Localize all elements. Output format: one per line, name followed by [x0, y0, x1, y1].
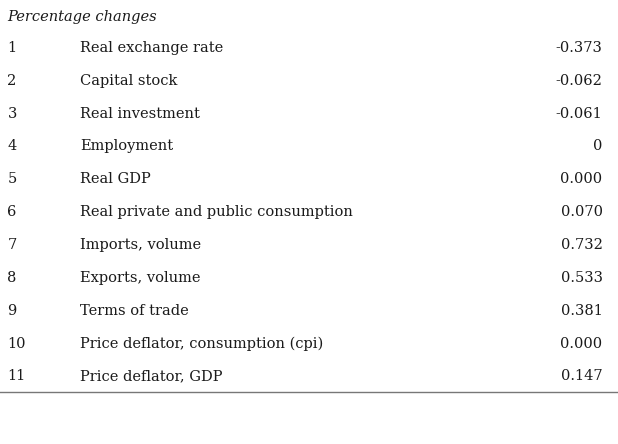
Text: -0.062: -0.062: [556, 74, 603, 88]
Text: 5: 5: [7, 172, 17, 186]
Text: 0.533: 0.533: [561, 271, 603, 285]
Text: 2: 2: [7, 74, 17, 88]
Text: 3: 3: [7, 107, 17, 121]
Text: Percentage changes: Percentage changes: [7, 10, 157, 24]
Text: Employment: Employment: [80, 139, 174, 154]
Text: 9: 9: [7, 304, 17, 318]
Text: Real GDP: Real GDP: [80, 172, 151, 186]
Text: 8: 8: [7, 271, 17, 285]
Text: 0: 0: [593, 139, 603, 154]
Text: 0.147: 0.147: [561, 369, 603, 384]
Text: 0.732: 0.732: [561, 238, 603, 252]
Text: 1: 1: [7, 41, 17, 55]
Text: 0.070: 0.070: [561, 205, 603, 219]
Text: Real private and public consumption: Real private and public consumption: [80, 205, 353, 219]
Text: 0.000: 0.000: [561, 172, 603, 186]
Text: 11: 11: [7, 369, 26, 384]
Text: -0.061: -0.061: [556, 107, 603, 121]
Text: 6: 6: [7, 205, 17, 219]
Text: Terms of trade: Terms of trade: [80, 304, 189, 318]
Text: Imports, volume: Imports, volume: [80, 238, 201, 252]
Text: Price deflator, consumption (cpi): Price deflator, consumption (cpi): [80, 337, 324, 351]
Text: 0.381: 0.381: [561, 304, 603, 318]
Text: 7: 7: [7, 238, 17, 252]
Text: 10: 10: [7, 337, 26, 351]
Text: Price deflator, GDP: Price deflator, GDP: [80, 369, 223, 384]
Text: Real exchange rate: Real exchange rate: [80, 41, 224, 55]
Text: 0.000: 0.000: [561, 337, 603, 351]
Text: -0.373: -0.373: [556, 41, 603, 55]
Text: Exports, volume: Exports, volume: [80, 271, 201, 285]
Text: Real investment: Real investment: [80, 107, 200, 121]
Text: Capital stock: Capital stock: [80, 74, 178, 88]
Text: 4: 4: [7, 139, 17, 154]
